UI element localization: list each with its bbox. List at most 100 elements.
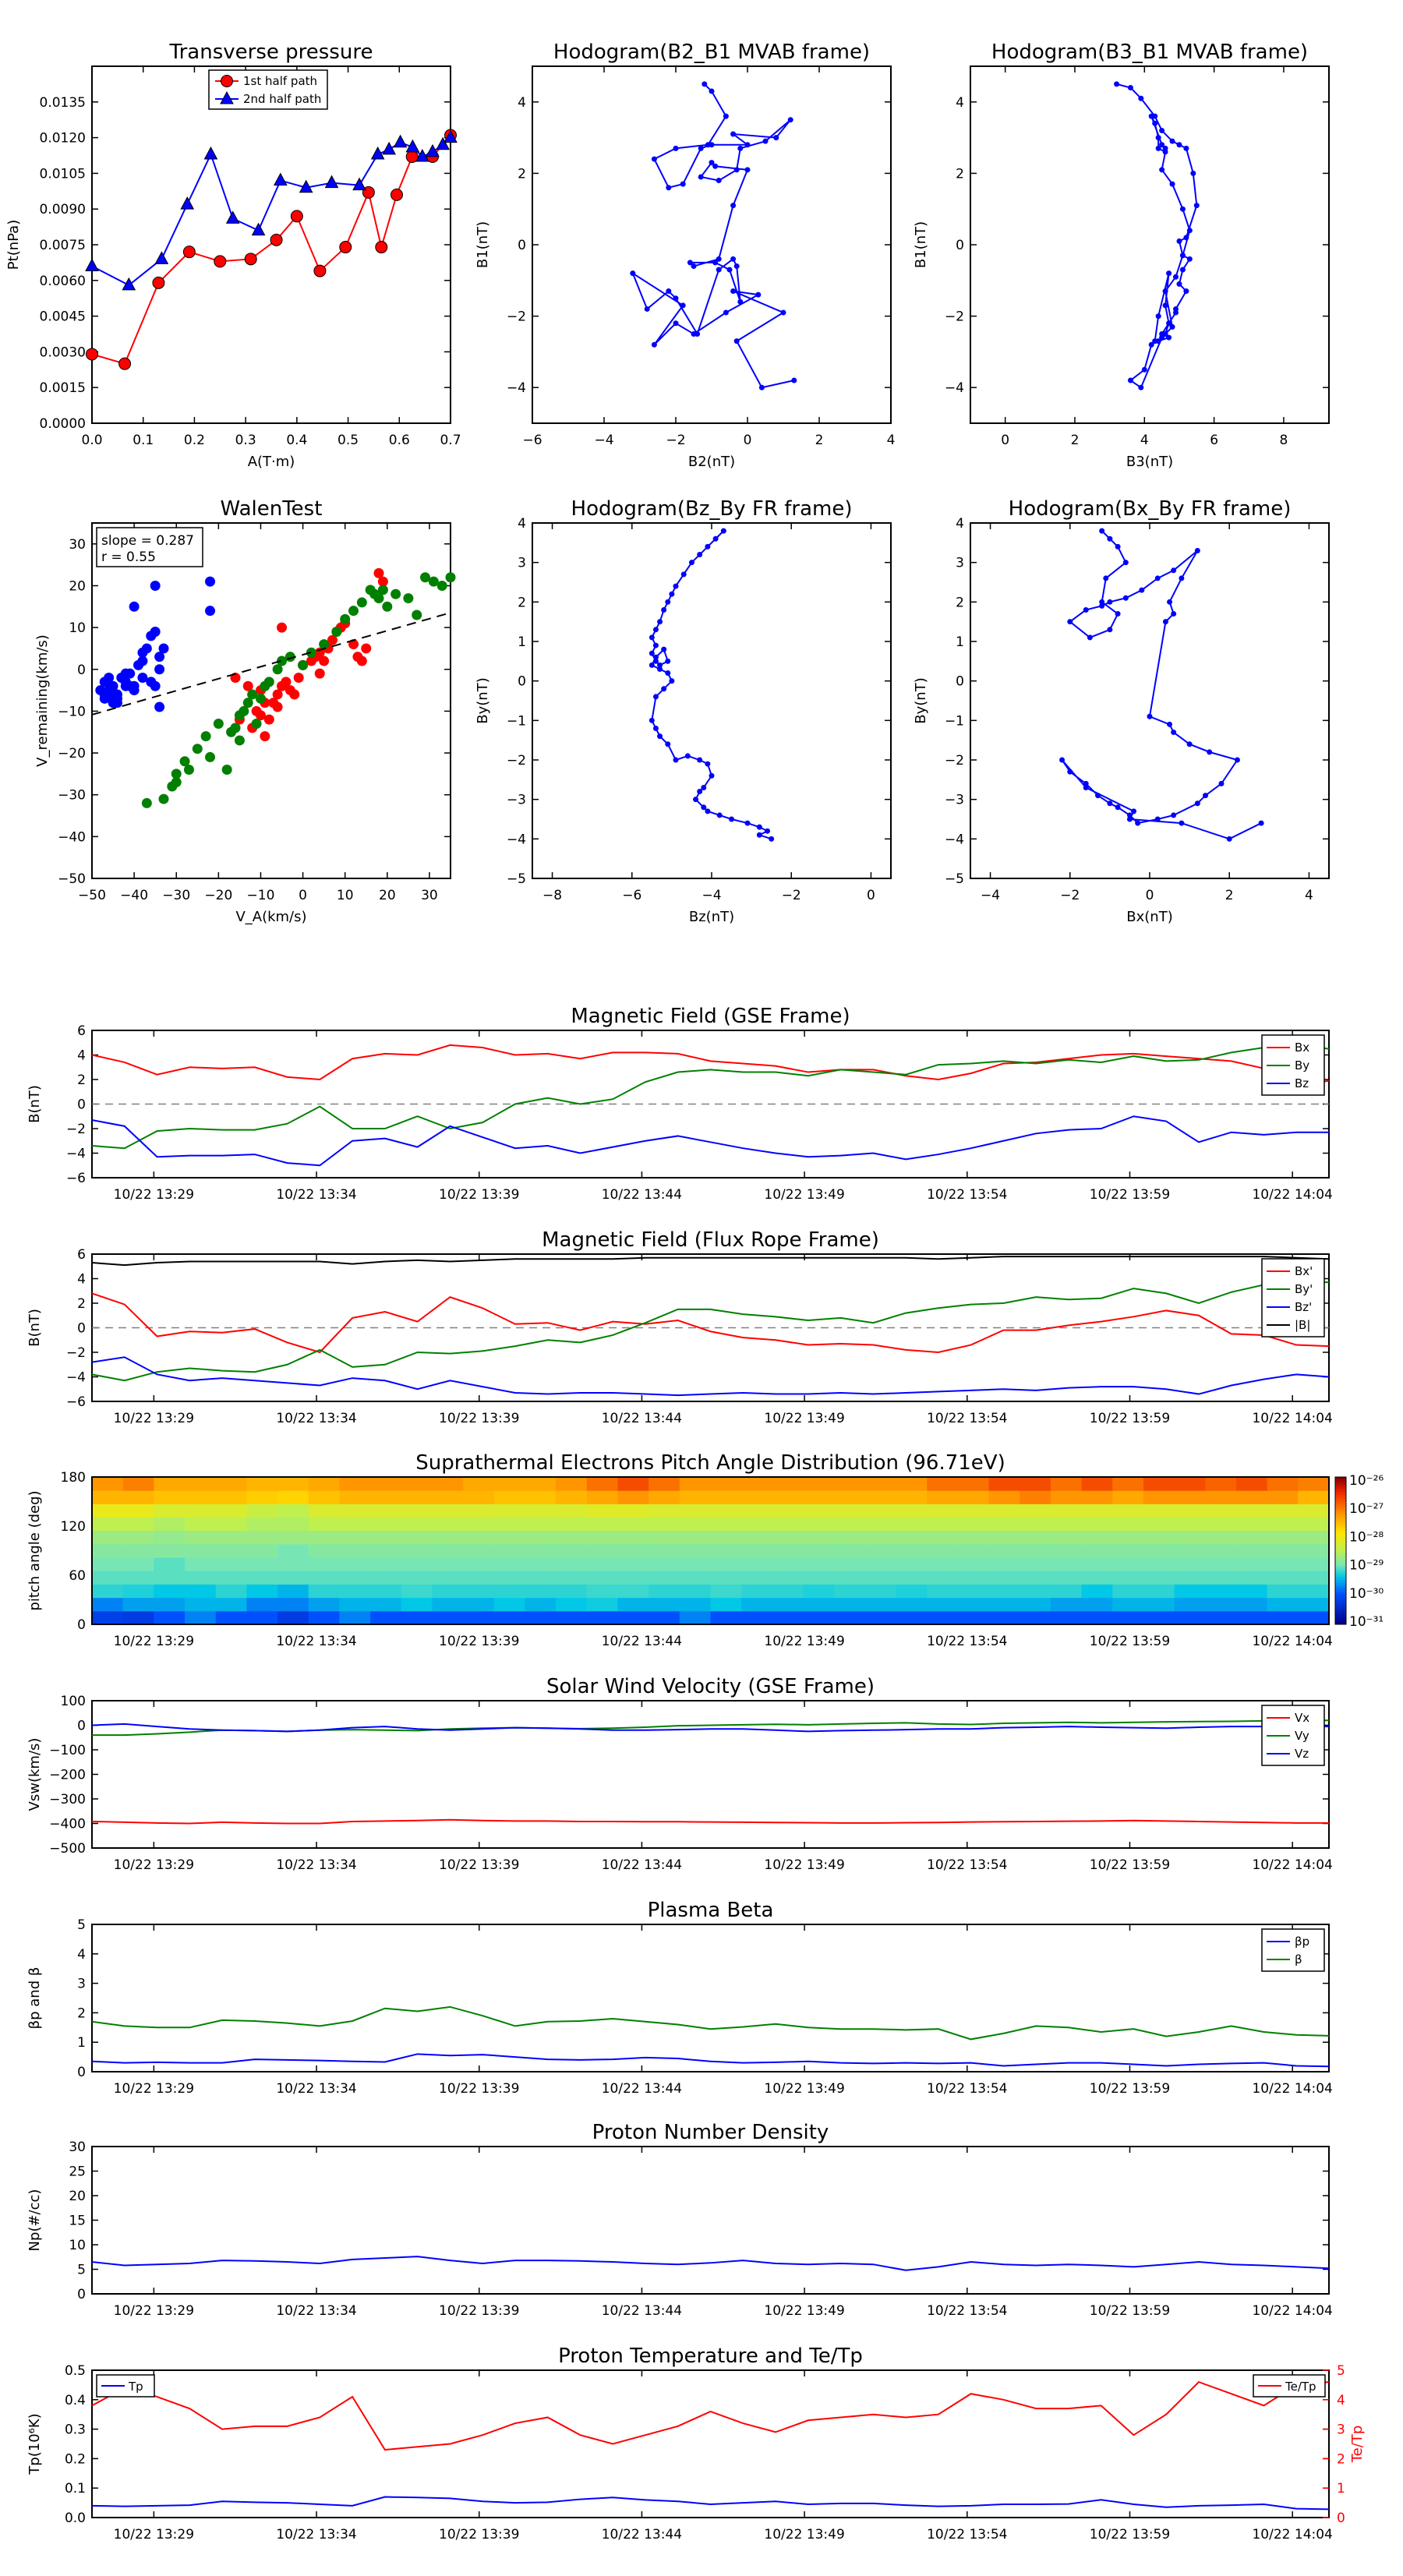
data-point <box>120 680 131 691</box>
heatmap-cell <box>648 1584 680 1599</box>
heatmap-cell <box>1174 1504 1206 1518</box>
heatmap-cell <box>370 1477 402 1491</box>
heatmap-cell <box>1081 1517 1113 1532</box>
time-tick-label: 10/22 13:54 <box>927 1857 1007 1873</box>
heatmap-cell <box>556 1477 588 1491</box>
heatmap-cell <box>864 1557 897 1571</box>
data-point <box>242 680 253 691</box>
data-point <box>648 662 655 668</box>
data-point <box>1218 780 1225 786</box>
legend-label: |B| <box>1295 1318 1310 1332</box>
colorbar-segment <box>1335 1543 1346 1546</box>
colorbar-segment <box>1335 1621 1346 1625</box>
time-tick-label: 10/22 13:29 <box>114 1857 194 1873</box>
heatmap-cell <box>1267 1584 1299 1599</box>
colorbar-segment <box>1335 1526 1346 1529</box>
data-point <box>445 572 456 583</box>
heatmap-cell <box>92 1543 124 1558</box>
heatmap-cell <box>1267 1530 1299 1545</box>
heatmap-cell <box>896 1517 928 1532</box>
data-point <box>1154 575 1161 581</box>
colorbar-segment <box>1335 1560 1346 1564</box>
data-point <box>1183 145 1189 151</box>
x-tick-label: −4 <box>702 888 721 903</box>
y-tick-label: 4 <box>77 1947 86 1963</box>
x-axis-label: V_A(km/s) <box>235 909 306 925</box>
heatmap-cell <box>803 1610 835 1625</box>
colorbar-segment <box>1335 1501 1346 1505</box>
time-tick-label: 10/22 13:59 <box>1090 2303 1170 2319</box>
heatmap-cell <box>1235 1490 1268 1504</box>
time-tick-label: 10/22 13:34 <box>276 1857 356 1873</box>
data-point <box>723 309 729 316</box>
y-tick-label: 0 <box>77 2065 86 2080</box>
data-point <box>705 808 711 814</box>
heatmap-cell <box>1235 1557 1268 1571</box>
colorbar-segment <box>1335 1582 1346 1586</box>
heatmap-cell <box>864 1517 897 1532</box>
y-tick-label: 6 <box>77 1023 86 1039</box>
heatmap-cell <box>556 1597 588 1612</box>
heatmap-cell <box>215 1557 247 1571</box>
data-point <box>263 677 274 687</box>
series-line-Bz' <box>91 1356 1330 1397</box>
heatmap-cell <box>834 1543 866 1558</box>
data-point <box>723 113 729 119</box>
heatmap-cell <box>92 1504 124 1518</box>
data-point <box>120 668 131 679</box>
colorbar-segment <box>1335 1479 1346 1482</box>
heatmap-cell <box>1205 1504 1237 1518</box>
x-tick-label: −4 <box>594 433 613 448</box>
x-tick-label: 0.5 <box>337 433 359 448</box>
heatmap-cell <box>864 1597 897 1612</box>
legend-label: By' <box>1295 1282 1313 1296</box>
colorbar-segment <box>1335 1587 1346 1591</box>
heatmap-cell <box>1235 1517 1268 1532</box>
y-tick-label: 0.0075 <box>40 238 86 253</box>
heatmap-cell <box>896 1530 928 1545</box>
data-point <box>171 777 182 788</box>
y-axis-label: Vsw(km/s) <box>27 1738 43 1811</box>
y-tick-label: −6 <box>66 1171 86 1186</box>
data-point <box>86 348 98 361</box>
time-tick-label: 10/22 13:49 <box>764 1187 844 1203</box>
time-tick-label: 10/22 13:49 <box>764 1634 844 1649</box>
heatmap-cell <box>1298 1530 1330 1545</box>
colorbar-segment <box>1335 1514 1346 1517</box>
y-tick-label: 5 <box>77 2263 86 2278</box>
heatmap-cell <box>122 1477 154 1491</box>
y-tick-label: 180 <box>61 1470 86 1486</box>
heatmap-cell <box>679 1610 711 1625</box>
data-point <box>665 599 671 605</box>
data-point <box>99 689 110 700</box>
heatmap-cell <box>1020 1517 1051 1532</box>
data-point <box>1172 309 1179 316</box>
colorbar-tick-label: 10⁻³¹ <box>1349 1614 1384 1630</box>
data-point <box>712 535 719 542</box>
data-point <box>765 828 771 834</box>
heatmap-cell <box>586 1517 618 1532</box>
heatmap-cell <box>463 1597 495 1612</box>
heatmap-cell <box>988 1584 1020 1599</box>
x-tick-label: 0 <box>299 888 307 903</box>
colorbar-segment <box>1335 1518 1346 1522</box>
y-tick-label: 2 <box>518 595 526 610</box>
data-point <box>1186 228 1193 234</box>
heatmap-cell <box>339 1543 371 1558</box>
time-tick-label: 10/22 13:39 <box>439 1857 519 1873</box>
colorbar-segment <box>1335 1504 1346 1507</box>
heatmap-cell <box>556 1530 588 1545</box>
heatmap-cell <box>1020 1571 1051 1585</box>
time-tick-label: 10/22 13:39 <box>439 2527 519 2542</box>
y-tick-label: −400 <box>49 1817 86 1832</box>
data-point <box>203 146 218 160</box>
data-point <box>247 689 258 700</box>
data-point <box>1103 575 1109 581</box>
heatmap-cell <box>988 1610 1020 1625</box>
time-tick-label: 10/22 13:29 <box>114 1411 194 1426</box>
heatmap-cell <box>556 1490 588 1504</box>
heatmap-cell <box>927 1530 959 1545</box>
series-walen-0 <box>95 576 216 712</box>
heatmap-cell <box>525 1571 557 1585</box>
data-point <box>158 793 169 804</box>
